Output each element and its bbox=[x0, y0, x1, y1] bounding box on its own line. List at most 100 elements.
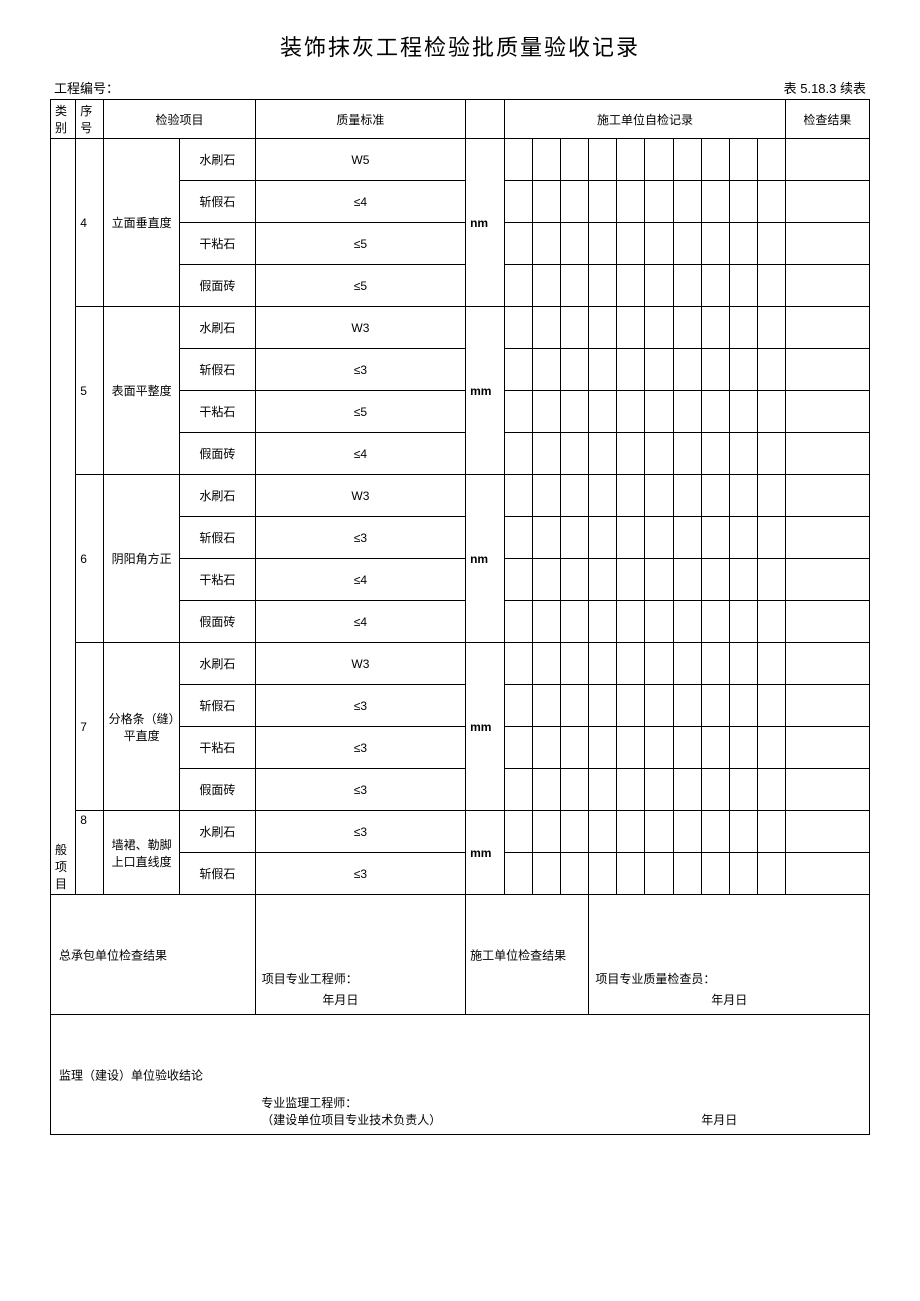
self-check-cell[interactable] bbox=[729, 181, 757, 223]
self-check-cell[interactable] bbox=[589, 391, 617, 433]
self-check-cell[interactable] bbox=[645, 685, 673, 727]
self-check-cell[interactable] bbox=[505, 853, 533, 895]
self-check-cell[interactable] bbox=[757, 685, 785, 727]
self-check-cell[interactable] bbox=[589, 685, 617, 727]
self-check-cell[interactable] bbox=[645, 223, 673, 265]
self-check-cell[interactable] bbox=[561, 391, 589, 433]
self-check-cell[interactable] bbox=[729, 223, 757, 265]
self-check-cell[interactable] bbox=[533, 433, 561, 475]
self-check-cell[interactable] bbox=[673, 307, 701, 349]
self-check-cell[interactable] bbox=[505, 139, 533, 181]
self-check-cell[interactable] bbox=[645, 307, 673, 349]
self-check-cell[interactable] bbox=[617, 517, 645, 559]
self-check-cell[interactable] bbox=[589, 307, 617, 349]
self-check-cell[interactable] bbox=[533, 307, 561, 349]
self-check-cell[interactable] bbox=[589, 643, 617, 685]
self-check-cell[interactable] bbox=[505, 223, 533, 265]
self-check-cell[interactable] bbox=[701, 181, 729, 223]
self-check-cell[interactable] bbox=[701, 391, 729, 433]
self-check-cell[interactable] bbox=[505, 517, 533, 559]
self-check-cell[interactable] bbox=[589, 601, 617, 643]
self-check-cell[interactable] bbox=[757, 181, 785, 223]
self-check-cell[interactable] bbox=[729, 601, 757, 643]
self-check-cell[interactable] bbox=[645, 601, 673, 643]
self-check-cell[interactable] bbox=[757, 475, 785, 517]
self-check-cell[interactable] bbox=[505, 307, 533, 349]
self-check-cell[interactable] bbox=[701, 811, 729, 853]
self-check-cell[interactable] bbox=[645, 475, 673, 517]
check-result-cell[interactable] bbox=[785, 727, 869, 769]
self-check-cell[interactable] bbox=[505, 811, 533, 853]
self-check-cell[interactable] bbox=[729, 769, 757, 811]
self-check-cell[interactable] bbox=[533, 811, 561, 853]
self-check-cell[interactable] bbox=[645, 349, 673, 391]
self-check-cell[interactable] bbox=[757, 643, 785, 685]
check-result-cell[interactable] bbox=[785, 811, 869, 853]
self-check-cell[interactable] bbox=[645, 517, 673, 559]
self-check-cell[interactable] bbox=[617, 139, 645, 181]
self-check-cell[interactable] bbox=[533, 853, 561, 895]
self-check-cell[interactable] bbox=[561, 307, 589, 349]
self-check-cell[interactable] bbox=[533, 643, 561, 685]
self-check-cell[interactable] bbox=[589, 517, 617, 559]
self-check-cell[interactable] bbox=[505, 181, 533, 223]
self-check-cell[interactable] bbox=[617, 391, 645, 433]
self-check-cell[interactable] bbox=[533, 139, 561, 181]
self-check-cell[interactable] bbox=[561, 685, 589, 727]
self-check-cell[interactable] bbox=[617, 475, 645, 517]
self-check-cell[interactable] bbox=[617, 685, 645, 727]
self-check-cell[interactable] bbox=[589, 181, 617, 223]
self-check-cell[interactable] bbox=[729, 307, 757, 349]
self-check-cell[interactable] bbox=[645, 181, 673, 223]
check-result-cell[interactable] bbox=[785, 265, 869, 307]
self-check-cell[interactable] bbox=[645, 811, 673, 853]
self-check-cell[interactable] bbox=[673, 517, 701, 559]
self-check-cell[interactable] bbox=[533, 391, 561, 433]
self-check-cell[interactable] bbox=[701, 601, 729, 643]
self-check-cell[interactable] bbox=[645, 769, 673, 811]
self-check-cell[interactable] bbox=[561, 853, 589, 895]
self-check-cell[interactable] bbox=[589, 349, 617, 391]
self-check-cell[interactable] bbox=[701, 139, 729, 181]
self-check-cell[interactable] bbox=[757, 853, 785, 895]
self-check-cell[interactable] bbox=[617, 853, 645, 895]
self-check-cell[interactable] bbox=[729, 559, 757, 601]
self-check-cell[interactable] bbox=[673, 811, 701, 853]
self-check-cell[interactable] bbox=[505, 643, 533, 685]
check-result-cell[interactable] bbox=[785, 139, 869, 181]
self-check-cell[interactable] bbox=[729, 391, 757, 433]
self-check-cell[interactable] bbox=[533, 475, 561, 517]
self-check-cell[interactable] bbox=[505, 685, 533, 727]
self-check-cell[interactable] bbox=[757, 769, 785, 811]
self-check-cell[interactable] bbox=[701, 853, 729, 895]
self-check-cell[interactable] bbox=[505, 433, 533, 475]
self-check-cell[interactable] bbox=[561, 769, 589, 811]
self-check-cell[interactable] bbox=[505, 727, 533, 769]
self-check-cell[interactable] bbox=[533, 349, 561, 391]
self-check-cell[interactable] bbox=[505, 265, 533, 307]
check-result-cell[interactable] bbox=[785, 433, 869, 475]
self-check-cell[interactable] bbox=[561, 601, 589, 643]
self-check-cell[interactable] bbox=[701, 727, 729, 769]
self-check-cell[interactable] bbox=[617, 307, 645, 349]
self-check-cell[interactable] bbox=[673, 391, 701, 433]
self-check-cell[interactable] bbox=[757, 223, 785, 265]
self-check-cell[interactable] bbox=[617, 181, 645, 223]
self-check-cell[interactable] bbox=[701, 307, 729, 349]
self-check-cell[interactable] bbox=[757, 727, 785, 769]
self-check-cell[interactable] bbox=[617, 433, 645, 475]
self-check-cell[interactable] bbox=[729, 853, 757, 895]
self-check-cell[interactable] bbox=[673, 433, 701, 475]
self-check-cell[interactable] bbox=[533, 559, 561, 601]
self-check-cell[interactable] bbox=[673, 685, 701, 727]
self-check-cell[interactable] bbox=[757, 307, 785, 349]
self-check-cell[interactable] bbox=[701, 265, 729, 307]
self-check-cell[interactable] bbox=[505, 559, 533, 601]
self-check-cell[interactable] bbox=[701, 685, 729, 727]
self-check-cell[interactable] bbox=[589, 223, 617, 265]
self-check-cell[interactable] bbox=[729, 475, 757, 517]
self-check-cell[interactable] bbox=[673, 769, 701, 811]
check-result-cell[interactable] bbox=[785, 181, 869, 223]
self-check-cell[interactable] bbox=[673, 349, 701, 391]
self-check-cell[interactable] bbox=[673, 181, 701, 223]
